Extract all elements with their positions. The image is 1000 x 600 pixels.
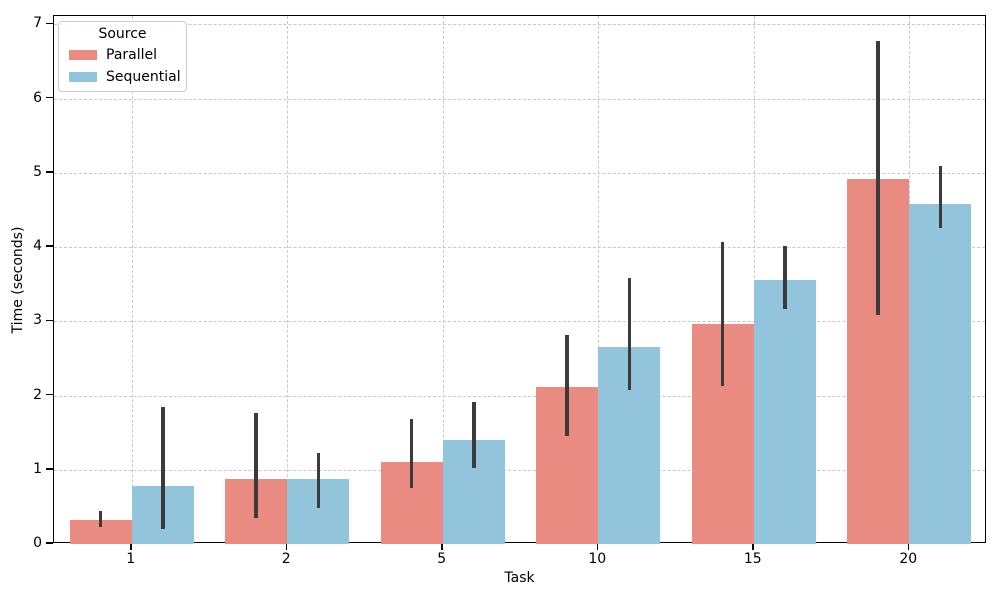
errorbar-sequential-15 bbox=[783, 246, 787, 310]
xtick-label-20: 20 bbox=[899, 551, 918, 567]
ytick-mark-6 bbox=[46, 96, 53, 99]
errorbar-sequential-2 bbox=[316, 452, 321, 508]
gridline-x-1 bbox=[131, 16, 133, 542]
legend-title: Source bbox=[98, 26, 147, 42]
gridline-y-5 bbox=[54, 172, 985, 174]
ytick-mark-4 bbox=[46, 245, 53, 247]
x-axis-label: Task bbox=[504, 570, 535, 586]
errorbar-parallel-20 bbox=[876, 40, 880, 316]
gridline-x-10 bbox=[598, 16, 600, 542]
legend-swatch-sequential bbox=[69, 72, 97, 82]
errorbar-parallel-5 bbox=[409, 419, 414, 488]
gridline-y-7 bbox=[54, 24, 985, 26]
xtick-mark-10 bbox=[596, 543, 598, 550]
errorbar-parallel-10 bbox=[565, 335, 569, 437]
gridline-y-2 bbox=[54, 395, 985, 397]
errorbar-parallel-2 bbox=[254, 413, 258, 518]
ytick-label-6: 6 bbox=[33, 89, 42, 106]
ytick-label-0: 0 bbox=[33, 535, 42, 551]
gridline-y-3 bbox=[54, 321, 985, 323]
bar-sequential-15 bbox=[753, 280, 816, 544]
errorbar-parallel-15 bbox=[720, 241, 725, 386]
gridline-x-5 bbox=[442, 16, 444, 542]
legend-label-parallel: Parallel bbox=[106, 47, 158, 63]
ytick-mark-3 bbox=[46, 319, 53, 322]
legend-entry-sequential: Sequential bbox=[59, 69, 186, 85]
ytick-label-5: 5 bbox=[33, 163, 42, 180]
legend-label-sequential: Sequential bbox=[106, 69, 181, 85]
legend: Source Parallel Sequential bbox=[58, 21, 187, 92]
plot-area: Source Parallel Sequential bbox=[53, 15, 986, 544]
ytick-label-7: 7 bbox=[33, 15, 42, 32]
ytick-label-4: 4 bbox=[33, 238, 42, 255]
gridline-y-1 bbox=[54, 469, 985, 471]
ytick-mark-0 bbox=[46, 542, 53, 544]
bar-sequential-20 bbox=[909, 203, 972, 544]
gridline-y-4 bbox=[54, 247, 985, 249]
gridline-x-2 bbox=[287, 16, 289, 542]
errorbar-sequential-1 bbox=[161, 406, 165, 530]
xtick-mark-1 bbox=[130, 543, 132, 550]
xtick-label-2: 2 bbox=[281, 551, 291, 567]
ytick-label-1: 1 bbox=[33, 460, 42, 477]
gridline-y-6 bbox=[54, 98, 985, 100]
xtick-label-15: 15 bbox=[743, 551, 762, 567]
errorbar-parallel-1 bbox=[98, 511, 103, 527]
xtick-label-10: 10 bbox=[588, 551, 607, 567]
ytick-mark-7 bbox=[46, 22, 53, 25]
xtick-mark-15 bbox=[752, 543, 754, 550]
xtick-mark-5 bbox=[441, 543, 443, 550]
legend-entry-parallel: Parallel bbox=[59, 47, 186, 63]
errorbar-sequential-20 bbox=[938, 166, 943, 228]
errorbar-sequential-10 bbox=[627, 278, 632, 390]
xtick-label-5: 5 bbox=[437, 551, 447, 567]
gridline-x-15 bbox=[753, 16, 755, 542]
errorbar-sequential-5 bbox=[472, 402, 476, 468]
ytick-label-2: 2 bbox=[33, 386, 42, 403]
ytick-mark-2 bbox=[46, 393, 53, 396]
ytick-mark-5 bbox=[46, 171, 53, 173]
xtick-label-1: 1 bbox=[126, 551, 136, 567]
legend-swatch-parallel bbox=[69, 50, 97, 60]
ytick-mark-1 bbox=[46, 468, 53, 470]
xtick-mark-20 bbox=[907, 543, 909, 550]
xtick-mark-2 bbox=[285, 543, 287, 550]
ytick-label-3: 3 bbox=[33, 312, 42, 329]
